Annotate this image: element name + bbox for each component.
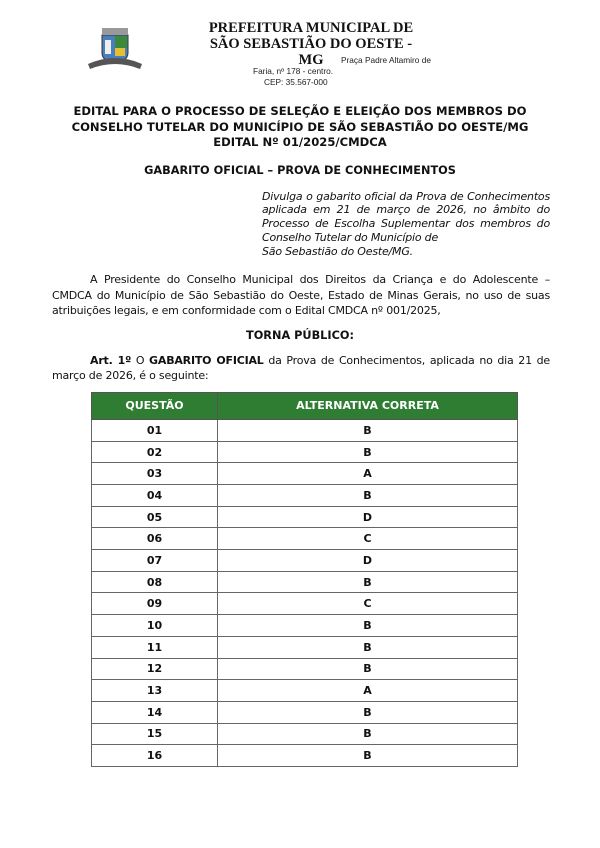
document-subtitle: GABARITO OFICIAL – PROVA DE CONHECIMENTO… xyxy=(144,163,456,177)
question-cell: 07 xyxy=(91,549,218,572)
answer-cell: B xyxy=(216,635,519,659)
org-line-2: SÃO SEBASTIÃO DO OESTE - MG xyxy=(209,36,413,68)
answer-cell: A xyxy=(216,462,519,486)
torna-publico-heading: TORNA PÚBLICO: xyxy=(245,328,354,342)
question-cell: 02 xyxy=(91,440,218,464)
address-line-1: Praça Padre Altamiro de xyxy=(341,55,431,65)
title-line-1: EDITAL PARA O PROCESSO DE SELEÇÃO E ELEI… xyxy=(73,104,527,118)
abstract-last-line: São Sebastião do Oeste/MG. xyxy=(262,244,413,258)
abstract: Divulga o gabarito oficial da Prova de C… xyxy=(262,190,550,259)
answer-cell: B xyxy=(216,700,519,724)
answer-cell: D xyxy=(216,549,519,572)
question-cell: 05 xyxy=(91,505,218,529)
title-line-3: EDITAL Nº 01/2025/CMDCA xyxy=(213,135,387,149)
question-cell: 04 xyxy=(91,484,218,507)
question-cell: 14 xyxy=(91,700,218,724)
question-cell: 12 xyxy=(91,657,218,681)
table-row: 12 B xyxy=(91,657,519,681)
question-cell: 09 xyxy=(91,592,218,616)
question-cell: 16 xyxy=(91,744,218,767)
article-text-pre: O xyxy=(131,353,150,367)
article-text: da Prova de Conhecimentos, aplicada no d… xyxy=(52,353,550,383)
table-row: 01 B xyxy=(91,418,519,442)
table-row: 04 B xyxy=(91,484,519,507)
table-row: 02 B xyxy=(91,440,519,464)
municipal-coat-of-arms-logo xyxy=(88,28,142,69)
address-line-3: CEP: 35.567-000 xyxy=(264,77,328,87)
question-cell: 06 xyxy=(91,527,218,551)
intro-paragraph: A Presidente do Conselho Municipal dos D… xyxy=(52,273,550,318)
table-row: 03 A xyxy=(91,462,519,486)
question-cell: 13 xyxy=(91,679,218,702)
column-header-question: QUESTÃO xyxy=(91,391,218,420)
answer-cell: D xyxy=(216,505,519,529)
question-cell: 08 xyxy=(91,570,218,594)
table-row: 09 C xyxy=(91,592,519,616)
document-body: EDITAL PARA O PROCESSO DE SELEÇÃO E ELEI… xyxy=(0,104,600,767)
answer-cell: B xyxy=(216,744,519,767)
question-cell: 11 xyxy=(91,635,218,659)
answer-cell: C xyxy=(216,592,519,616)
answer-cell: B xyxy=(216,614,519,637)
answer-cell: B xyxy=(216,440,519,464)
abstract-text: Divulga o gabarito oficial da Prova de C… xyxy=(262,189,550,244)
question-cell: 03 xyxy=(91,462,218,486)
organization-name: PREFEITURA MUNICIPAL DE SÃO SEBASTIÃO DO… xyxy=(196,20,426,68)
table-row: 16 B xyxy=(91,744,519,767)
question-cell: 15 xyxy=(91,722,218,746)
answer-cell: B xyxy=(216,418,519,442)
answer-key-table: QUESTÃO ALTERNATIVA CORRETA 01 B 02 B 03 A 04 B… xyxy=(91,391,519,767)
answer-cell: A xyxy=(216,679,519,702)
org-line-1: PREFEITURA MUNICIPAL DE xyxy=(208,20,414,36)
title-line-2: CONSELHO TUTELAR DO MUNICÍPIO DE SÃO SEB… xyxy=(71,119,529,134)
question-cell: 10 xyxy=(91,614,218,637)
article-bold-text: GABARITO OFICIAL xyxy=(149,353,264,367)
table-row: 07 D xyxy=(91,549,519,572)
document-title: EDITAL PARA O PROCESSO DE SELEÇÃO E ELEI… xyxy=(40,104,560,151)
article-label: Art. 1º xyxy=(90,353,132,367)
table-row: 10 B xyxy=(91,614,519,637)
table-row: 06 C xyxy=(91,527,519,551)
table-row: 14 B xyxy=(91,700,519,724)
table-row: 08 B xyxy=(91,570,519,594)
table-row: 13 A xyxy=(91,679,519,702)
answer-cell: B xyxy=(216,570,519,594)
question-cell: 01 xyxy=(91,418,218,442)
table-row: 05 D xyxy=(91,505,519,529)
column-header-answer: ALTERNATIVA CORRETA xyxy=(216,391,519,420)
table-row: 11 B xyxy=(91,635,519,659)
answer-cell: B xyxy=(216,484,519,507)
table-row: 15 B xyxy=(91,722,519,746)
answer-cell: B xyxy=(216,722,519,746)
answer-cell: C xyxy=(216,527,519,551)
answer-cell: B xyxy=(216,657,519,681)
address-line-2: Faria, nº 178 - centro. xyxy=(253,66,334,76)
article-1: Art. 1º O GABARITO OFICIAL da Prova de C… xyxy=(52,353,550,384)
